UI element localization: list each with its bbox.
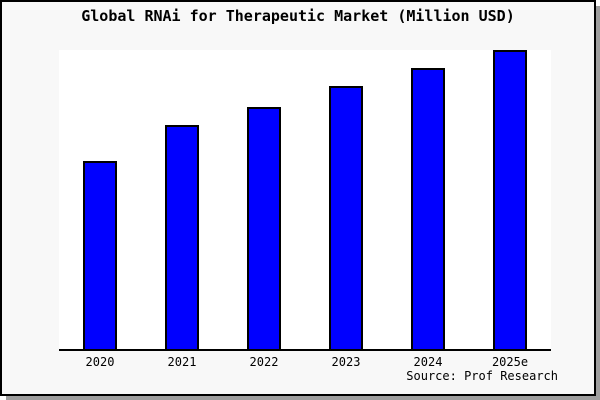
x-axis-labels: 2020 2021 2022 2023 2024 2025e — [59, 355, 551, 371]
x-tick-label-2020: 2020 — [85, 355, 115, 369]
x-tick-label-2021: 2021 — [167, 355, 197, 369]
bar-2025e — [493, 50, 527, 349]
x-tick-label-2025e: 2025e — [491, 355, 529, 369]
x-tick-label-2024: 2024 — [413, 355, 443, 369]
bar-2022 — [247, 107, 281, 349]
source-credit: Source: Prof Research — [406, 369, 558, 383]
bar-2021 — [165, 125, 199, 349]
x-tick-label-2023: 2023 — [331, 355, 361, 369]
bar-2024 — [411, 68, 445, 349]
bar-2023 — [329, 86, 363, 349]
window-shadow-right — [596, 6, 600, 400]
chart-title: Global RNAi for Therapeutic Market (Mill… — [81, 7, 515, 25]
window-shadow-bottom — [6, 396, 596, 400]
bar-2020 — [83, 161, 117, 349]
plot-area — [59, 50, 551, 351]
x-tick-label-2022: 2022 — [249, 355, 279, 369]
